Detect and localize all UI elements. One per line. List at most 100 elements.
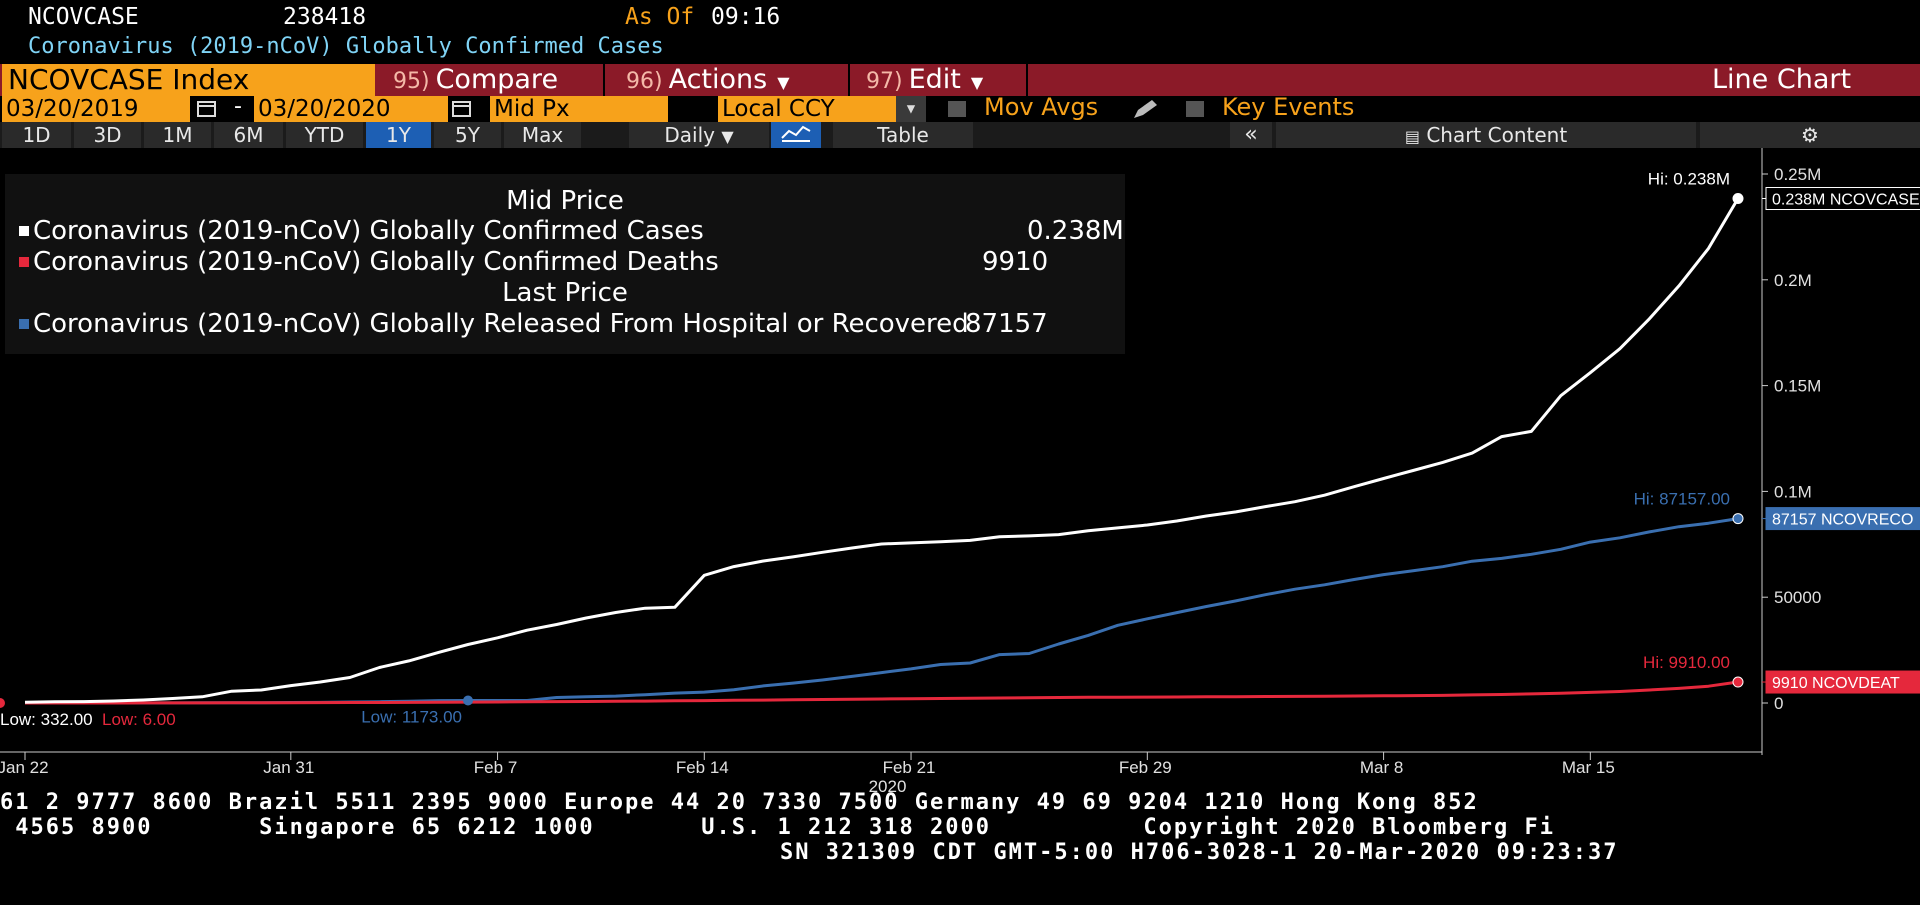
last-value-tag-ncovreco: 87157 NCOVRECO [1772, 512, 1913, 529]
range-button-1d[interactable]: 1D [2, 122, 71, 148]
start-date-input[interactable]: 03/20/2019 [2, 96, 190, 122]
series-line-ncovreco[interactable] [25, 517, 1739, 705]
actions-label: Actions [668, 64, 768, 95]
as-of-label: As Of [625, 4, 695, 30]
mov-avgs-label[interactable]: Mov Avgs [984, 93, 1099, 121]
x-tick-label: Feb 14 [676, 758, 729, 777]
edit-menu[interactable]: 97) Edit ▼ [866, 64, 983, 99]
range-button-group: 1D 3D 1M 6M YTD 1Y 5Y Max [0, 122, 625, 148]
range-button-6m[interactable]: 6M [214, 122, 283, 148]
security-input[interactable]: NCOVCASE Index [2, 64, 375, 96]
as-of-time: 09:16 [711, 4, 781, 30]
series-hi-label-ncovdeat: Hi: 9910.00 [1643, 653, 1730, 672]
key-events-checkbox[interactable] [1186, 101, 1204, 117]
pencil-icon[interactable] [1130, 98, 1160, 124]
legend-value-recovered: 87157 [965, 309, 1048, 339]
line-chart-toggle-icon[interactable] [771, 122, 821, 148]
edit-label: Edit [908, 64, 961, 95]
compare-label: Compare [435, 64, 559, 95]
range-button-5y[interactable]: 5Y [434, 122, 501, 148]
periodicity-select[interactable]: Daily ▼ [629, 122, 769, 148]
currency-select[interactable]: Local CCY [718, 96, 896, 122]
x-tick-label: Jan 31 [263, 758, 314, 777]
y-tick-label: 50000 [1774, 588, 1821, 607]
end-date-input[interactable]: 03/20/2020 [254, 96, 448, 122]
series-low-point-ncovreco [463, 695, 474, 706]
toolbar-divider [1026, 64, 1028, 96]
toolbar-divider [848, 64, 850, 96]
series-line-ncovcase[interactable] [24, 197, 1740, 704]
chart-content-button[interactable]: ▤ Chart Content [1276, 122, 1696, 148]
x-year-label: 2020 [869, 777, 907, 796]
chart-content-label: Chart Content [1426, 123, 1568, 147]
legend-swatch-cases [19, 226, 29, 236]
y-tick-label: 0.1M [1774, 482, 1812, 501]
legend-panel: Mid Price Coronavirus (2019-nCoV) Global… [5, 174, 1125, 354]
mov-avgs-checkbox[interactable] [948, 101, 966, 117]
legend-group-last-price: Last Price [502, 278, 628, 308]
chart-content-icon: ▤ [1404, 127, 1420, 146]
actions-menu[interactable]: 96) Actions ▼ [626, 64, 790, 99]
calendar-icon[interactable] [196, 98, 218, 118]
caret-down-icon: ▼ [721, 127, 734, 146]
series-end-point-ncovdeat [1732, 676, 1744, 688]
chart-type-label[interactable]: Line Chart [1712, 64, 1852, 95]
series-hi-label-ncovreco: Hi: 87157.00 [1634, 490, 1730, 509]
footer-contacts-line2: 4565 8900 Singapore 65 6212 1000 U.S. 1 … [0, 815, 1556, 840]
legend-item-recovered[interactable]: Coronavirus (2019-nCoV) Globally Release… [33, 309, 969, 339]
chevron-down-icon: ▼ [970, 73, 984, 92]
series-low-label-ncovreco: Low: 1173.00 [361, 708, 462, 727]
periodicity-label: Daily [664, 123, 715, 147]
range-button-3d[interactable]: 3D [74, 122, 141, 148]
legend-item-cases[interactable]: Coronavirus (2019-nCoV) Globally Confirm… [33, 216, 704, 246]
x-tick-label: Feb 7 [474, 758, 517, 777]
y-tick-label: 0.2M [1774, 271, 1812, 290]
collapse-double-chevron-icon[interactable]: « [1230, 122, 1272, 148]
key-events-label[interactable]: Key Events [1222, 93, 1355, 121]
range-button-max[interactable]: Max [504, 122, 581, 148]
series-low-label-ncovdeat: Low: 6.00 [102, 710, 176, 729]
series-line-ncovdeat[interactable] [25, 680, 1739, 705]
edit-number: 97) [866, 69, 903, 94]
series-end-point-ncovreco [1732, 513, 1744, 525]
range-button-1m[interactable]: 1M [144, 122, 211, 148]
ticker-value: 238418 [283, 4, 367, 30]
x-tick-label: Feb 21 [883, 758, 936, 777]
y-tick-label: 0.25M [1774, 165, 1821, 184]
date-range-dash: - [234, 94, 242, 119]
x-tick-label: Jan 22 [0, 758, 49, 777]
last-value-tag-ncovcase: 0.238M NCOVCASE [1772, 192, 1920, 209]
y-tick-label: 0.15M [1774, 377, 1821, 396]
table-toggle[interactable]: Table [833, 122, 973, 148]
x-tick-label: Feb 29 [1119, 758, 1172, 777]
gear-icon[interactable]: ⚙ [1700, 122, 1920, 148]
y-tick-label: 0 [1774, 694, 1783, 713]
series-low-label-ncovcase: Low: 332.00 [0, 710, 93, 729]
x-tick-label: Mar 8 [1360, 758, 1403, 777]
line-chart[interactable]: 0 50000 0.1M 0.15M 0.2M 0.25M Jan 22 Jan 31 Feb … [0, 148, 1920, 798]
calendar-icon[interactable] [451, 98, 473, 118]
legend-group-mid-price: Mid Price [506, 186, 624, 216]
legend-value-cases: 0.238M [1027, 216, 1124, 246]
last-value-tag-ncovdeat: 9910 NCOVDEAT [1772, 675, 1900, 692]
series-end-point-ncovcase [1732, 193, 1744, 205]
legend-value-deaths: 9910 [982, 247, 1049, 277]
ticker-symbol: NCOVCASE [28, 4, 139, 30]
legend-item-deaths[interactable]: Coronavirus (2019-nCoV) Globally Confirm… [33, 247, 719, 277]
chevron-down-icon[interactable]: ▼ [896, 96, 926, 122]
range-button-ytd[interactable]: YTD [286, 122, 363, 148]
compare-number: 95) [393, 69, 430, 94]
series-hi-label-ncovcase: Hi: 0.238M [1648, 170, 1730, 189]
legend-swatch-recovered [19, 319, 29, 329]
range-button-1y[interactable]: 1Y [366, 122, 431, 148]
chevron-down-icon: ▼ [777, 73, 790, 92]
toolbar-divider [603, 64, 605, 96]
compare-menu[interactable]: 95) Compare [393, 64, 558, 98]
series-subtitle: Coronavirus (2019-nCoV) Globally Confirm… [28, 34, 664, 59]
footer-contacts-line1: 61 2 9777 8600 Brazil 5511 2395 9000 Eur… [0, 790, 1479, 815]
footer-session-info: SN 321309 CDT GMT-5:00 H706-3028-1 20-Ma… [780, 840, 1619, 865]
x-tick-label: Mar 15 [1562, 758, 1615, 777]
price-field-select[interactable]: Mid Px [490, 96, 668, 122]
last-value-tag-bg-ncovreco [1765, 507, 1920, 531]
actions-number: 96) [626, 69, 663, 94]
